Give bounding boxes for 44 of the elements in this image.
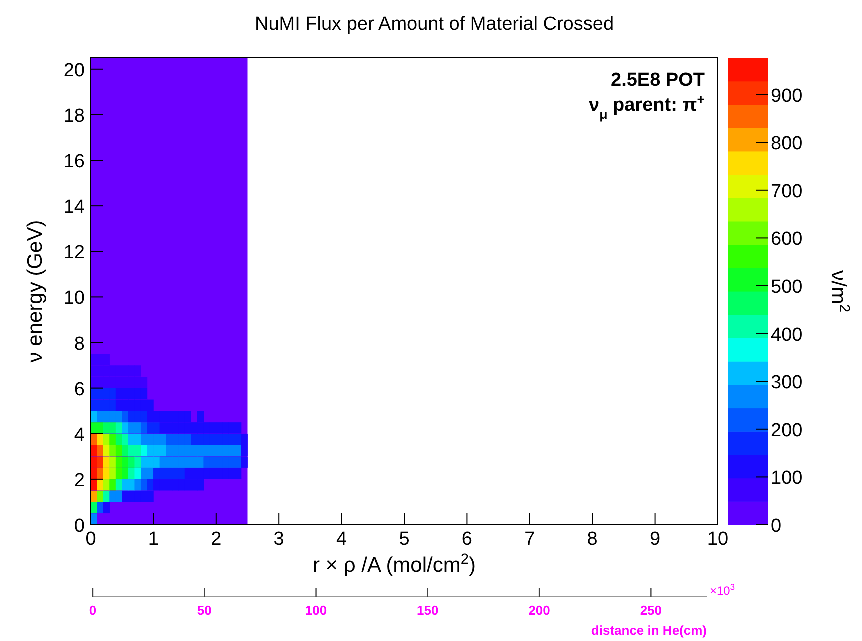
x-tick-label: 4 bbox=[336, 529, 348, 550]
x-tick-label: 8 bbox=[587, 529, 598, 550]
color-bar-label: 200 bbox=[771, 420, 803, 442]
y-tick-label: 0 bbox=[74, 516, 85, 537]
color-bar-label: 800 bbox=[771, 134, 803, 155]
y-tick-label: 16 bbox=[64, 152, 85, 173]
y-tick-label: 18 bbox=[64, 106, 85, 127]
x2-tick-label: 50 bbox=[197, 603, 212, 618]
y-tick-label: 2 bbox=[74, 470, 85, 492]
color-bar-label: 300 bbox=[771, 372, 803, 394]
y-tick-label: 8 bbox=[74, 334, 85, 355]
x-tick-label: 3 bbox=[274, 529, 284, 550]
y-tick-label: 10 bbox=[64, 288, 85, 310]
x2-tick-label: 150 bbox=[417, 603, 439, 618]
x2-tick-label: 0 bbox=[89, 603, 97, 618]
color-bar-label: 900 bbox=[771, 86, 803, 107]
x2-tick-label: 250 bbox=[640, 603, 662, 618]
annotation: 2.5E8 POT bbox=[611, 70, 706, 91]
y-tick-label: 12 bbox=[64, 242, 85, 264]
y-axis-title: ν energy (GeV) bbox=[24, 220, 47, 363]
text: ×10$^{3}$ bbox=[710, 582, 736, 598]
x-tick-label: 7 bbox=[524, 529, 536, 550]
annotation: ν$_{μ}$ parent: π$^{+}$ bbox=[589, 92, 706, 122]
x-tick-label: 10 bbox=[707, 529, 729, 550]
chart-title: NuMI Flux per Amount of Material Crossed bbox=[254, 14, 614, 35]
color-bar-label: 400 bbox=[771, 324, 803, 346]
x-tick-label: 9 bbox=[650, 529, 661, 550]
color-bar-label: 500 bbox=[771, 277, 803, 298]
x-tick-label: 6 bbox=[462, 529, 472, 550]
y-tick-label: 6 bbox=[74, 379, 85, 400]
x-axis-title: r × ρ /A (mol/cm$^{2}$) bbox=[312, 552, 476, 577]
color-bar-label: 0 bbox=[771, 516, 782, 537]
y-tick-label: 4 bbox=[74, 424, 86, 446]
x-tick-label: 5 bbox=[399, 529, 410, 550]
y-tick-label: 20 bbox=[64, 60, 85, 82]
y-tick-label: 14 bbox=[64, 197, 86, 218]
color-bar-label: 100 bbox=[771, 468, 803, 490]
x2-axis-title: distance in He(cm) bbox=[591, 623, 707, 638]
x2-tick-label: 100 bbox=[305, 603, 328, 618]
x-tick-label: 2 bbox=[211, 529, 222, 550]
color-bar-label: 600 bbox=[771, 229, 803, 250]
color-bar-label: 700 bbox=[771, 181, 803, 202]
x2-tick-label: 200 bbox=[528, 603, 550, 618]
x-tick-label: 1 bbox=[148, 529, 159, 550]
